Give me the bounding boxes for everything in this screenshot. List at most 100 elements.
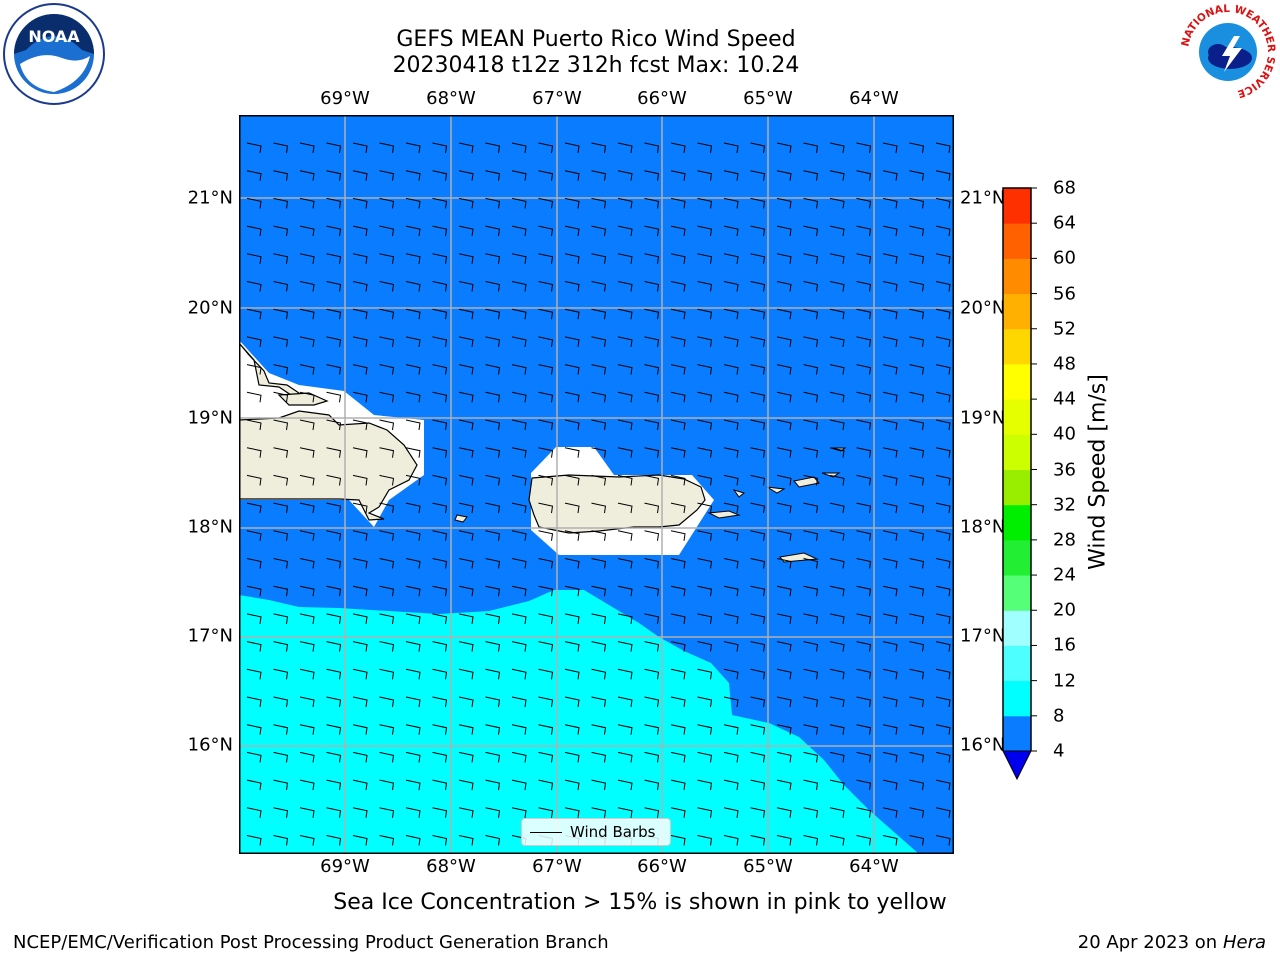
wind-barb bbox=[432, 474, 448, 486]
wind-barb bbox=[644, 170, 660, 181]
wind-barb bbox=[750, 364, 766, 375]
wind-barb bbox=[591, 696, 607, 708]
hispaniola-north bbox=[239, 342, 301, 398]
wind-barb bbox=[538, 585, 554, 597]
wind-barb bbox=[591, 419, 607, 431]
wind-barb bbox=[511, 558, 527, 569]
wind-barb bbox=[326, 835, 342, 846]
wind-barb bbox=[856, 641, 872, 652]
wind-barb bbox=[432, 751, 448, 763]
wind-barb bbox=[723, 835, 739, 846]
wind-barb bbox=[909, 364, 925, 375]
colorbar-band bbox=[1003, 188, 1031, 224]
wind-barb bbox=[856, 724, 872, 735]
wind-barb bbox=[670, 391, 686, 403]
wind-barb bbox=[299, 613, 315, 624]
wind-barb bbox=[856, 225, 872, 237]
wind-barb bbox=[776, 391, 792, 403]
wind-barb bbox=[511, 142, 527, 154]
wind-barb bbox=[538, 751, 554, 763]
wind-barb bbox=[723, 281, 739, 292]
wind-barb bbox=[273, 419, 289, 431]
wind-barb bbox=[432, 668, 448, 680]
wind-barb bbox=[246, 197, 262, 209]
wind-barb bbox=[458, 197, 474, 209]
wind-barb bbox=[564, 807, 580, 818]
wind-barb bbox=[591, 668, 607, 680]
wind-barb bbox=[564, 225, 580, 237]
wind-barb bbox=[246, 668, 262, 680]
wind-barb bbox=[856, 668, 872, 680]
wind-barb bbox=[458, 668, 474, 680]
wind-barb bbox=[379, 253, 395, 264]
wind-barb bbox=[750, 530, 766, 541]
wind-barb bbox=[829, 613, 845, 624]
wind-barb bbox=[273, 502, 289, 514]
wind-barb bbox=[405, 807, 421, 818]
wind-barb bbox=[856, 835, 872, 846]
lon-bottom-label-67w: 67°W bbox=[532, 856, 582, 877]
wind-barb bbox=[352, 835, 368, 846]
wind-barb bbox=[644, 613, 660, 624]
wind-barb bbox=[564, 253, 580, 264]
wind-barb bbox=[273, 641, 289, 652]
wind-barb bbox=[458, 253, 474, 264]
wind-barb bbox=[379, 779, 395, 791]
wind-barb bbox=[776, 170, 792, 181]
wind-barb bbox=[909, 336, 925, 347]
wind-barb bbox=[909, 751, 925, 763]
wind-barb bbox=[644, 225, 660, 237]
wind-barb bbox=[591, 807, 607, 818]
wind-barb bbox=[352, 474, 368, 486]
wind-barb bbox=[458, 585, 474, 597]
wind-barb bbox=[723, 613, 739, 624]
wind-barb bbox=[856, 779, 872, 791]
wind-barb bbox=[273, 835, 289, 846]
wind-barb bbox=[882, 253, 898, 264]
wind-barb bbox=[432, 170, 448, 181]
wind-barb bbox=[697, 253, 713, 264]
wind-barb bbox=[405, 530, 421, 541]
wind-barb bbox=[458, 391, 474, 403]
wind-barb bbox=[405, 751, 421, 763]
wind-barb bbox=[697, 281, 713, 292]
wind-barb bbox=[670, 447, 686, 458]
wind-barb bbox=[882, 419, 898, 431]
wind-barb bbox=[405, 197, 421, 209]
wind-barb bbox=[379, 835, 395, 846]
colorbar-band bbox=[1003, 258, 1031, 295]
wind-barb bbox=[458, 835, 474, 846]
wind-barb bbox=[909, 779, 925, 791]
wind-barb bbox=[697, 724, 713, 735]
wind-barb bbox=[856, 170, 872, 181]
colorbar-tick-label: 40 bbox=[1053, 423, 1076, 445]
wind-barb bbox=[670, 308, 686, 320]
wind-barb bbox=[803, 668, 819, 680]
wind-barb bbox=[776, 364, 792, 375]
wind-barb bbox=[776, 447, 792, 458]
wind-barb bbox=[776, 253, 792, 264]
wind-barb bbox=[564, 641, 580, 652]
wind-barb bbox=[352, 807, 368, 818]
wind-barb bbox=[273, 779, 289, 791]
wind-barb bbox=[564, 197, 580, 209]
wind-barb bbox=[935, 585, 951, 597]
wind-barb bbox=[617, 779, 633, 791]
wind-barb bbox=[617, 308, 633, 320]
wind-barb bbox=[511, 364, 527, 375]
island-culebra bbox=[732, 489, 746, 498]
wind-barb bbox=[299, 447, 315, 458]
wind-barb bbox=[326, 502, 342, 514]
wind-barb bbox=[246, 641, 262, 652]
wind-barb bbox=[750, 724, 766, 735]
wind-barb bbox=[326, 474, 342, 486]
wind-barb bbox=[564, 502, 580, 514]
wind-barb bbox=[670, 197, 686, 209]
wind-barb bbox=[591, 225, 607, 237]
wind-barb bbox=[670, 696, 686, 708]
colorbar-band bbox=[1003, 223, 1031, 259]
colorbar-tick-label: 68 bbox=[1053, 177, 1076, 199]
wind-barb bbox=[485, 142, 501, 154]
wind-barb bbox=[379, 502, 395, 514]
wind-barb bbox=[458, 447, 474, 458]
